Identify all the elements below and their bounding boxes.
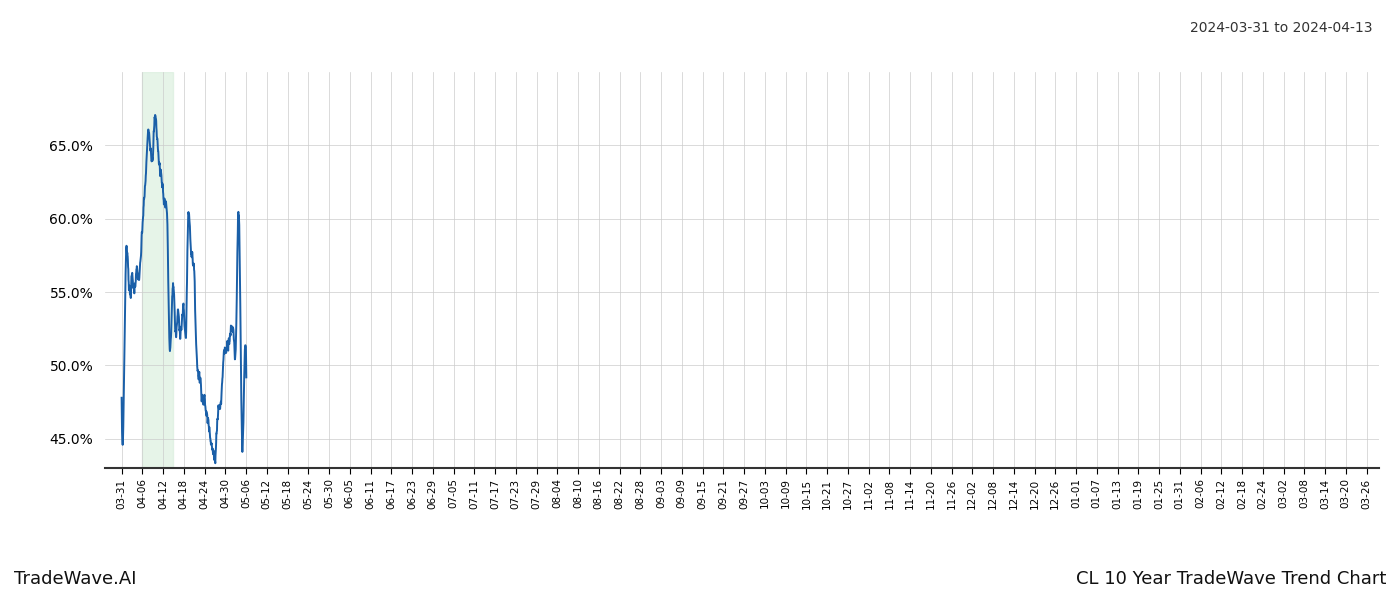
Text: CL 10 Year TradeWave Trend Chart: CL 10 Year TradeWave Trend Chart bbox=[1075, 570, 1386, 588]
Text: TradeWave.AI: TradeWave.AI bbox=[14, 570, 137, 588]
Text: 2024-03-31 to 2024-04-13: 2024-03-31 to 2024-04-13 bbox=[1190, 21, 1372, 35]
Bar bbox=[143, 72, 174, 468]
